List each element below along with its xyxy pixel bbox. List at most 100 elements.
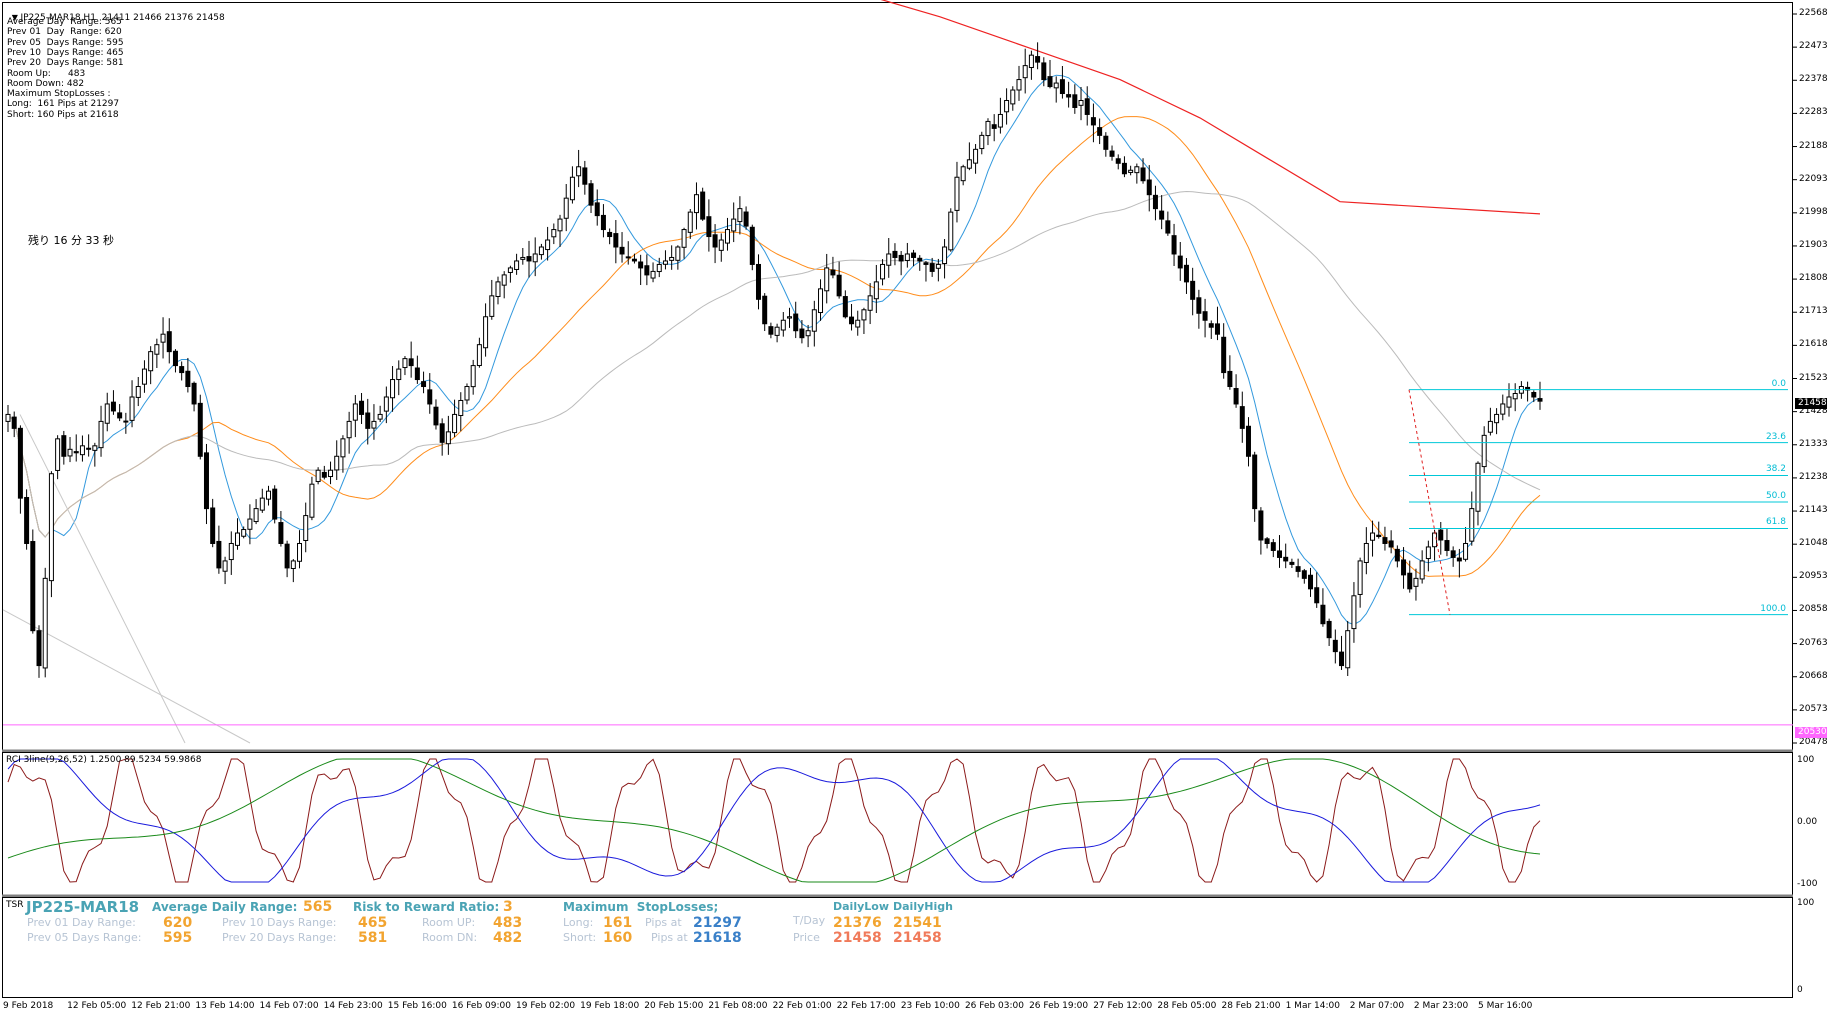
candle-body — [216, 540, 222, 569]
candle-body — [1233, 388, 1239, 405]
candle-body — [526, 256, 532, 262]
candle-body — [191, 382, 197, 405]
candle-body — [67, 448, 73, 457]
candle-body — [1469, 508, 1475, 542]
tsr-axis-tick-0: 0 — [1797, 985, 1803, 995]
candle-body — [520, 256, 526, 260]
candle-body — [476, 344, 482, 367]
candle-body — [414, 367, 420, 381]
candle-body — [352, 403, 358, 421]
tsr-short-label: Short: — [563, 931, 597, 944]
time-axis-label: 15 Feb 16:00 — [387, 1001, 447, 1011]
price-tick-label: 21523 — [1799, 372, 1827, 383]
candle-body — [1487, 420, 1493, 433]
candle-body — [805, 330, 811, 337]
candle-body — [1097, 127, 1103, 136]
candle-body — [1351, 595, 1357, 630]
candle-body — [1332, 639, 1338, 653]
tsr-tday-label: T/Day — [793, 914, 826, 927]
candle-body — [1159, 210, 1165, 220]
info-line: Maximum StopLosses : — [7, 89, 111, 100]
info-line: Prev 10 Days Range: 465 — [7, 47, 124, 58]
price-tick-label: 20763 — [1799, 637, 1827, 648]
price-tick-label: 21808 — [1799, 273, 1827, 284]
candle-body — [675, 246, 681, 261]
candle-body — [830, 269, 836, 276]
symbol-header: ▼ JP225-MAR18,H1 21411 21466 21376 21458 — [6, 5, 225, 23]
candle-body — [1339, 651, 1345, 667]
panel-borders — [2, 2, 1793, 998]
tsr-avg-range-value: 565 — [303, 899, 333, 915]
candle-body — [166, 331, 172, 353]
candle-body — [700, 191, 706, 220]
tsr-short-price: 21618 — [693, 930, 742, 946]
candle-body — [880, 263, 886, 280]
candle-body — [1407, 572, 1413, 590]
candle-body — [762, 295, 768, 325]
time-axis-label: 26 Feb 19:00 — [1029, 1001, 1089, 1011]
candle-body — [123, 420, 129, 423]
price-tick-label: 21618 — [1799, 339, 1827, 350]
tsr-panel-border — [2, 897, 1793, 998]
moving-average-short — [7, 74, 1541, 626]
candle-body — [104, 403, 110, 424]
candle-body — [1066, 94, 1072, 98]
tsr-prev01-value: 620 — [163, 915, 193, 931]
candle-body — [1531, 392, 1537, 398]
tsr-price-low: 21458 — [833, 930, 882, 946]
fibonacci-retracement[interactable] — [1408, 389, 1788, 616]
candle-body — [811, 309, 817, 332]
rci-axis-tick-neg100: -100 — [1797, 879, 1818, 889]
candle-body — [780, 319, 786, 331]
candle-body — [1177, 255, 1183, 269]
candle-body — [1171, 235, 1177, 255]
time-axis-label: 1 Mar 14:00 — [1285, 1001, 1340, 1011]
candle-body — [1041, 62, 1047, 81]
candle-body — [1004, 100, 1010, 113]
candle-body — [737, 208, 743, 223]
trendline[interactable] — [19, 414, 186, 744]
candle-body — [799, 328, 805, 339]
rci-axis-tick-0: 0.00 — [1797, 817, 1818, 827]
tsr-pipsat-label-1: Pips at — [645, 916, 682, 929]
candle-body — [631, 258, 637, 262]
candle-body — [86, 447, 92, 450]
candle-body — [1463, 542, 1469, 560]
tsr-long-price: 21297 — [693, 915, 742, 931]
info-line: Prev 01 Day Range: 620 — [7, 27, 122, 38]
candle-body — [1376, 534, 1382, 538]
candle-body — [1500, 403, 1506, 415]
tsr-symbol: JP225-MAR18 — [26, 898, 140, 916]
tsr-label: TSR — [6, 900, 24, 910]
candle-body — [886, 253, 892, 266]
candle-body — [11, 416, 17, 429]
candle-body — [185, 370, 191, 388]
candle-body — [1047, 76, 1053, 88]
time-axis-label: 22 Feb 01:00 — [772, 1001, 832, 1011]
candle-body — [278, 522, 284, 544]
fib-anchor-line[interactable] — [1408, 389, 1451, 615]
fib-level-label: 50.0 — [1765, 490, 1786, 501]
candle-body — [383, 396, 389, 412]
rci-short-line — [7, 758, 1541, 883]
candle-body — [346, 420, 352, 439]
candle-body — [1183, 264, 1189, 283]
candle-body — [1053, 82, 1059, 89]
candle-body — [129, 396, 135, 421]
candle-body — [1115, 158, 1121, 164]
candle-body — [793, 313, 799, 332]
collapse-triangle-icon[interactable]: ▼ — [11, 13, 21, 22]
candle-body — [452, 413, 458, 434]
candle-body — [421, 381, 427, 388]
candle-body — [48, 473, 54, 582]
time-axis-label: 9 Feb 2018 — [3, 1001, 54, 1011]
candle-body — [489, 295, 495, 317]
candle-body — [1022, 65, 1028, 79]
candle-body — [1283, 556, 1289, 562]
candle-body — [569, 176, 575, 201]
candle-body — [17, 427, 23, 499]
candle-body — [179, 366, 185, 374]
tsr-roomdn-value: 482 — [493, 930, 523, 946]
trendline[interactable] — [2, 609, 251, 744]
info-line: Long: 161 Pips at 21297 — [7, 99, 120, 110]
